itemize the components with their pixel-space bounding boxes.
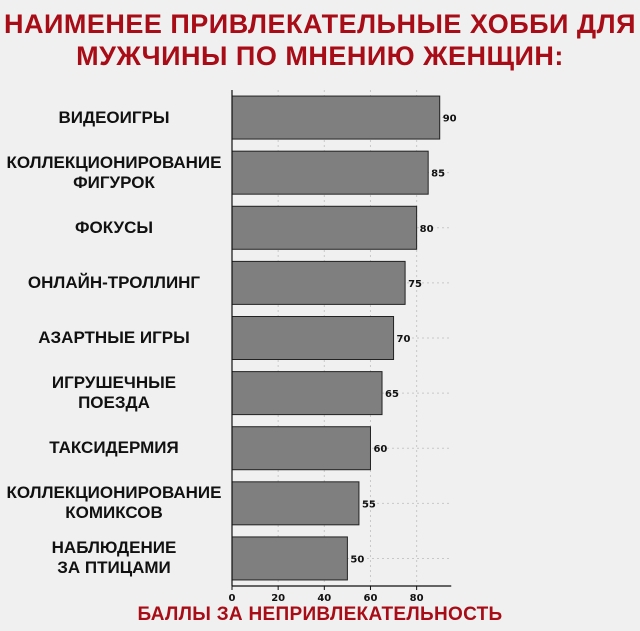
category-label-line: ФОКУСЫ	[74, 217, 154, 237]
bar-value-label-3: 75	[408, 279, 422, 290]
category-label-5: ИГРУШЕЧНЫЕ ПОЕЗДА	[0, 368, 228, 418]
x-tick-label-1: 20	[271, 593, 285, 604]
category-label-0: ВИДЕОИГРЫ	[0, 93, 228, 143]
category-label-3: ОНЛАЙН-ТРОЛЛИНГ	[0, 258, 228, 308]
bar-7	[231, 481, 360, 526]
category-label-line: АЗАРТНЫЕ ИГРЫ	[38, 328, 190, 347]
x-tick-label-3: 60	[364, 593, 378, 604]
category-label-2: ФОКУСЫ	[0, 203, 228, 253]
x-tick-label-0: 0	[229, 593, 236, 604]
category-label-line: ЗА ПТИЦАМИ	[57, 558, 171, 578]
bar-0	[231, 95, 441, 140]
title-line-1: НАИМЕНЕЕ ПРИВЛЕКАТЕЛЬНЫЕ ХОББИ ДЛЯ	[3, 9, 637, 39]
bar-value-label-6: 60	[373, 444, 387, 455]
bar-2	[231, 205, 418, 250]
bar-value-label-7: 55	[362, 499, 376, 510]
category-label-line: НАБЛЮДЕНИЕ	[51, 538, 177, 558]
bar-value-label-1: 85	[431, 169, 445, 180]
category-label-4: АЗАРТНЫЕ ИГРЫ	[0, 313, 228, 363]
bar-3	[231, 260, 406, 305]
x-tick-label-4: 80	[410, 593, 424, 604]
category-label-8: НАБЛЮДЕНИЕ ЗА ПТИЦАМИ	[0, 533, 228, 583]
category-label-1: КОЛЛЕКЦИОНИРОВАНИЕ ФИГУРОК	[0, 148, 228, 198]
category-label-line: ПОЕЗДА	[78, 393, 150, 413]
chart-title: НАИМЕНЕЕ ПРИВЛЕКАТЕЛЬНЫЕ ХОББИ ДЛЯ МУЖЧИ…	[0, 8, 640, 72]
bar-value-label-4: 70	[397, 334, 411, 345]
x-axis-label: БАЛЛЫ ЗА НЕПРИВЛЕКАТЕЛЬНОСТЬ	[137, 604, 503, 625]
bar-8	[231, 536, 348, 581]
category-label-line: ТАКСИДЕРМИЯ	[49, 438, 179, 458]
bar-1	[231, 150, 429, 195]
category-label-7: КОЛЛЕКЦИОНИРОВАНИЕ КОМИКСОВ	[0, 478, 228, 528]
category-label-line: КОМИКСОВ	[65, 503, 163, 523]
bar-value-label-2: 80	[420, 224, 434, 235]
category-label-line: ИГРУШЕЧНЫЕ	[51, 373, 177, 393]
category-label-line: ФИГУРОК	[73, 172, 155, 192]
category-label-line: ВИДЕОИГРЫ	[58, 107, 170, 127]
title-line-2: МУЖЧИНЫ ПО МНЕНИЮ ЖЕНЩИН:	[76, 41, 564, 71]
bar-5	[231, 371, 383, 416]
x-tick-label-2: 40	[317, 593, 331, 604]
category-label-line: ОНЛАЙН-ТРОЛЛИНГ	[27, 272, 201, 292]
bar-6	[231, 426, 371, 471]
bar-4	[231, 316, 395, 360]
bar-value-label-8: 50	[350, 554, 364, 565]
category-label-line: КОЛЛЕКЦИОНИРОВАНИЕ	[6, 483, 222, 503]
category-label-6: ТАКСИДЕРМИЯ	[0, 423, 228, 473]
category-label-line: КОЛЛЕКЦИОНИРОВАНИЕ	[6, 152, 222, 172]
bar-value-label-0: 90	[443, 114, 457, 125]
bar-value-label-5: 65	[385, 389, 399, 400]
